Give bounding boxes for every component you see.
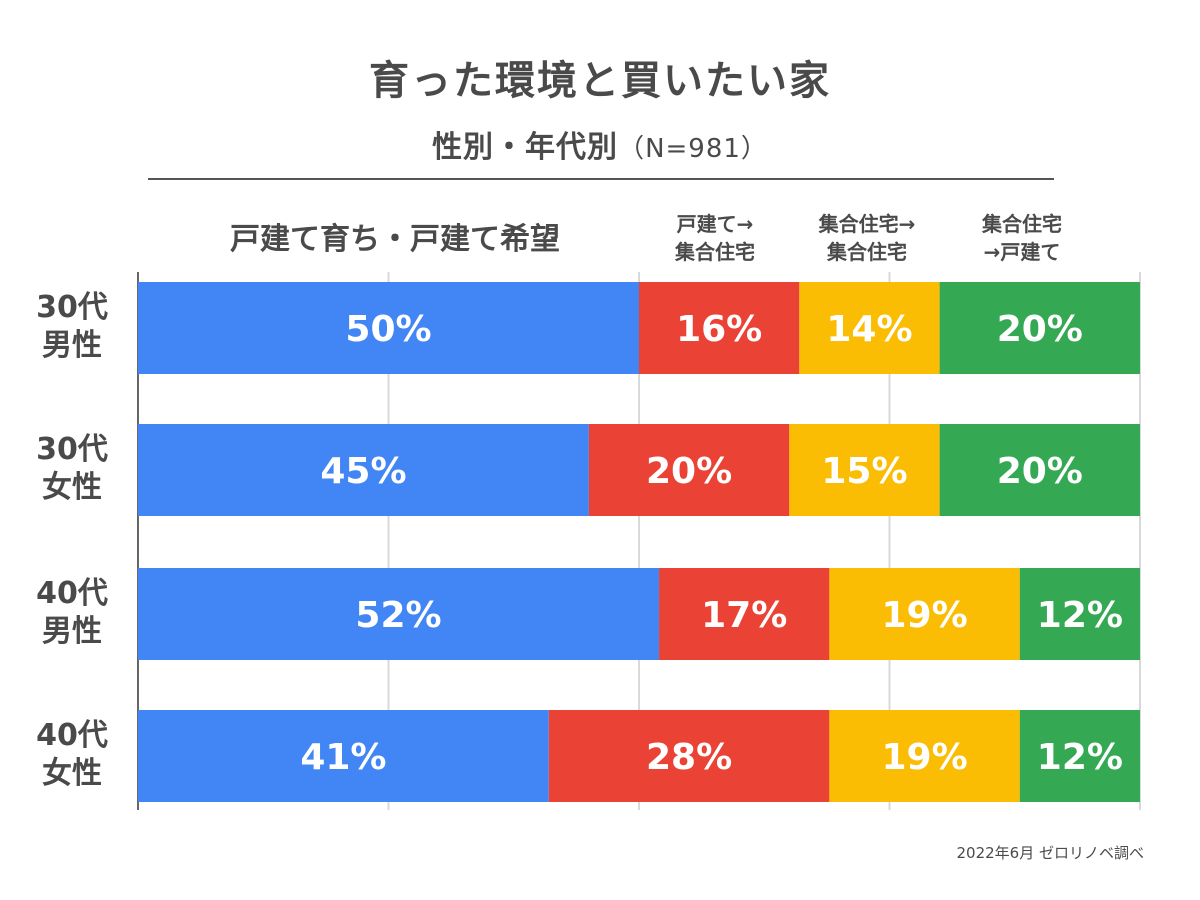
data-label-r1-s0: 45% xyxy=(320,451,406,492)
bar-segment-r0-s2 xyxy=(799,282,940,374)
bar-segment-r2-s1 xyxy=(659,568,830,660)
bar-segment-r3-s0 xyxy=(138,710,549,802)
source-credit: 2022年6月 ゼロリノベ調べ xyxy=(956,844,1145,862)
bar-segment-r1-s1 xyxy=(588,424,790,516)
legend-series-2: 集合住宅→ 集合住宅 xyxy=(818,212,916,264)
data-label-r0-s1: 16% xyxy=(676,309,762,350)
bar-segment-r1-s3 xyxy=(939,424,1140,516)
row-label-40s-male: 40代 男性 xyxy=(36,576,108,649)
data-label-r1-s1: 20% xyxy=(646,451,732,492)
legend-series-1: 戸建て→ 集合住宅 xyxy=(675,212,755,264)
data-label-r2-s3: 12% xyxy=(1037,595,1123,636)
row-label-40s-female: 40代 女性 xyxy=(36,718,108,791)
bar-segment-r2-s3 xyxy=(1019,568,1140,660)
chart-title: 育った環境と買いたい家 xyxy=(369,58,831,104)
legend-series-3: 集合住宅 →戸建て xyxy=(982,212,1062,264)
data-label-r0-s3: 20% xyxy=(997,309,1083,350)
data-label-r0-s2: 14% xyxy=(826,309,912,350)
data-label-r3-s2: 19% xyxy=(881,737,967,778)
subtitle-text: 性別・年代別 xyxy=(432,130,619,165)
bar-segment-r2-s2 xyxy=(829,568,1020,660)
data-label-r3-s0: 41% xyxy=(300,737,386,778)
row-label-30s-male: 30代 男性 xyxy=(36,290,108,363)
data-label-r3-s1: 28% xyxy=(646,737,732,778)
data-label-r2-s0: 52% xyxy=(355,595,441,636)
legend-series-0: 戸建て育ち・戸建て希望 xyxy=(230,222,560,257)
bar-segment-r3-s1 xyxy=(548,710,830,802)
sample-size: （N=981） xyxy=(618,134,768,164)
bar-segment-r3-s3 xyxy=(1019,710,1140,802)
data-label-r2-s1: 17% xyxy=(701,595,787,636)
chart-subtitle: 性別・年代別（N=981） xyxy=(0,122,1200,166)
row-label-30s-female: 30代 女性 xyxy=(36,432,108,505)
data-label-r2-s2: 19% xyxy=(881,595,967,636)
data-label-r1-s2: 15% xyxy=(821,451,907,492)
bar-segment-r0-s1 xyxy=(639,282,800,374)
bar-segment-r2-s0 xyxy=(138,568,660,660)
data-label-r0-s0: 50% xyxy=(345,309,431,350)
bar-segment-r1-s2 xyxy=(789,424,940,516)
data-label-r1-s3: 20% xyxy=(997,451,1083,492)
bar-segment-r1-s0 xyxy=(138,424,589,516)
data-label-r3-s3: 12% xyxy=(1037,737,1123,778)
title-divider xyxy=(148,178,1054,180)
bar-segment-r3-s2 xyxy=(829,710,1020,802)
bar-segment-r0-s3 xyxy=(939,282,1140,374)
bar-segment-r0-s0 xyxy=(138,282,639,374)
